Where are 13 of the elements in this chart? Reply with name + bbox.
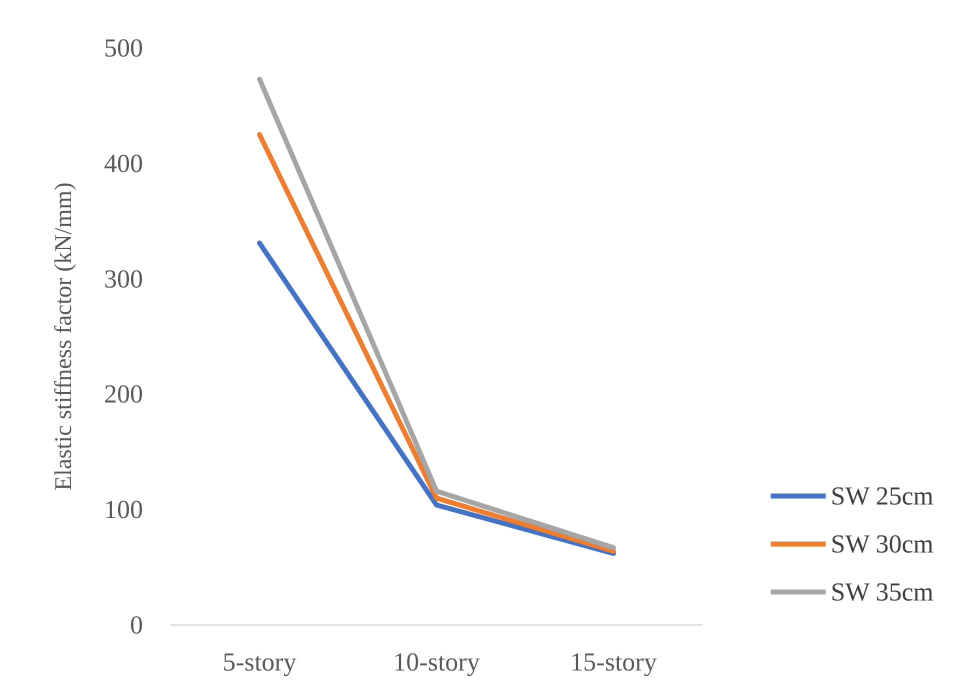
legend-label: SW 35cm xyxy=(830,578,934,606)
y-tick-label: 300 xyxy=(104,264,143,294)
y-tick-label: 0 xyxy=(130,610,143,640)
x-tick-label: 10-story xyxy=(393,648,480,676)
y-tick-label: 200 xyxy=(104,380,143,409)
y-axis-title: Elastic stiffness factor (kN/mm) xyxy=(51,182,77,491)
x-tick-label: 15-story xyxy=(570,648,657,676)
y-tick-label: 500 xyxy=(104,34,143,62)
legend-label: SW 30cm xyxy=(830,530,934,558)
legend-label: SW 25cm xyxy=(830,482,934,510)
y-tick-label: 400 xyxy=(104,148,143,178)
x-tick-label: 5-story xyxy=(222,648,296,676)
y-tick-label: 100 xyxy=(104,495,143,524)
